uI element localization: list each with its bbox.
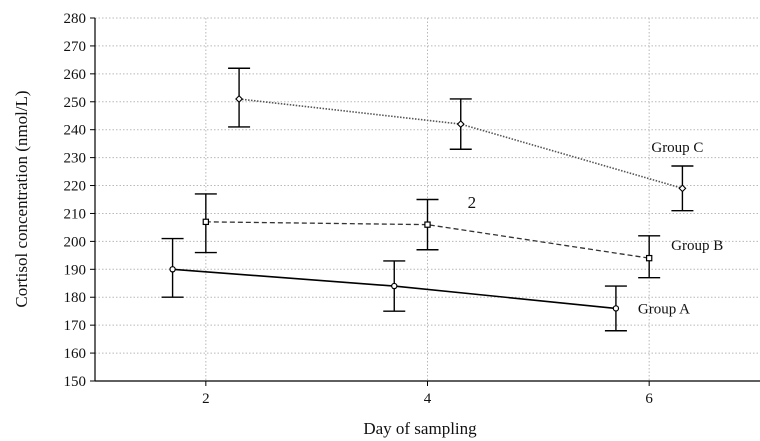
y-tick-label-250: 250 xyxy=(64,95,87,111)
group-b-point-0 xyxy=(202,218,210,226)
y-axis-title: Cortisol concentration (nmol/L) xyxy=(12,90,31,307)
annotation-0: 2 xyxy=(468,193,477,212)
group-c-point-1 xyxy=(456,120,465,129)
x-tick-label-2: 2 xyxy=(202,391,210,407)
y-tick-label-180: 180 xyxy=(64,290,87,306)
y-tick-label-220: 220 xyxy=(64,179,87,195)
group-a-point-0 xyxy=(169,266,176,273)
x-tick-label-4: 4 xyxy=(424,391,432,407)
y-tick-label-200: 200 xyxy=(64,234,87,250)
y-tick-label-240: 240 xyxy=(64,123,87,139)
label-layer: Group A Group B Group C 2 xyxy=(468,140,724,317)
y-tick-label-150: 150 xyxy=(64,374,87,390)
x-axis-title: Day of sampling xyxy=(363,419,477,438)
y-tick-label-270: 270 xyxy=(64,39,87,55)
y-tick-label-280: 280 xyxy=(64,11,87,27)
axes-layer: 150 160 170 180 190 200 210 220 230 240 250 260 270 2… xyxy=(64,11,760,407)
group-b-point-2 xyxy=(645,254,653,262)
group-a-label: Group A xyxy=(638,301,690,317)
y-tick-label-170: 170 xyxy=(64,318,87,334)
group-a-point-1 xyxy=(391,282,398,290)
group-a-point-2 xyxy=(612,305,620,312)
y-tick-label-190: 190 xyxy=(64,262,87,278)
group-b-line xyxy=(205,221,650,259)
series-layer xyxy=(161,67,694,332)
y-tick-label-230: 230 xyxy=(64,151,87,167)
x-tick-label-6: 6 xyxy=(645,391,653,407)
y-tick-label-210: 210 xyxy=(64,206,87,222)
group-c-point-0 xyxy=(235,94,244,103)
group-c-label: Group C xyxy=(651,140,703,156)
y-tick-label-160: 160 xyxy=(64,346,87,362)
group-c-point-2 xyxy=(678,184,687,193)
group-b-label: Group B xyxy=(671,238,723,254)
group-b-point-1 xyxy=(424,221,431,228)
y-tick-label-260: 260 xyxy=(64,67,87,83)
